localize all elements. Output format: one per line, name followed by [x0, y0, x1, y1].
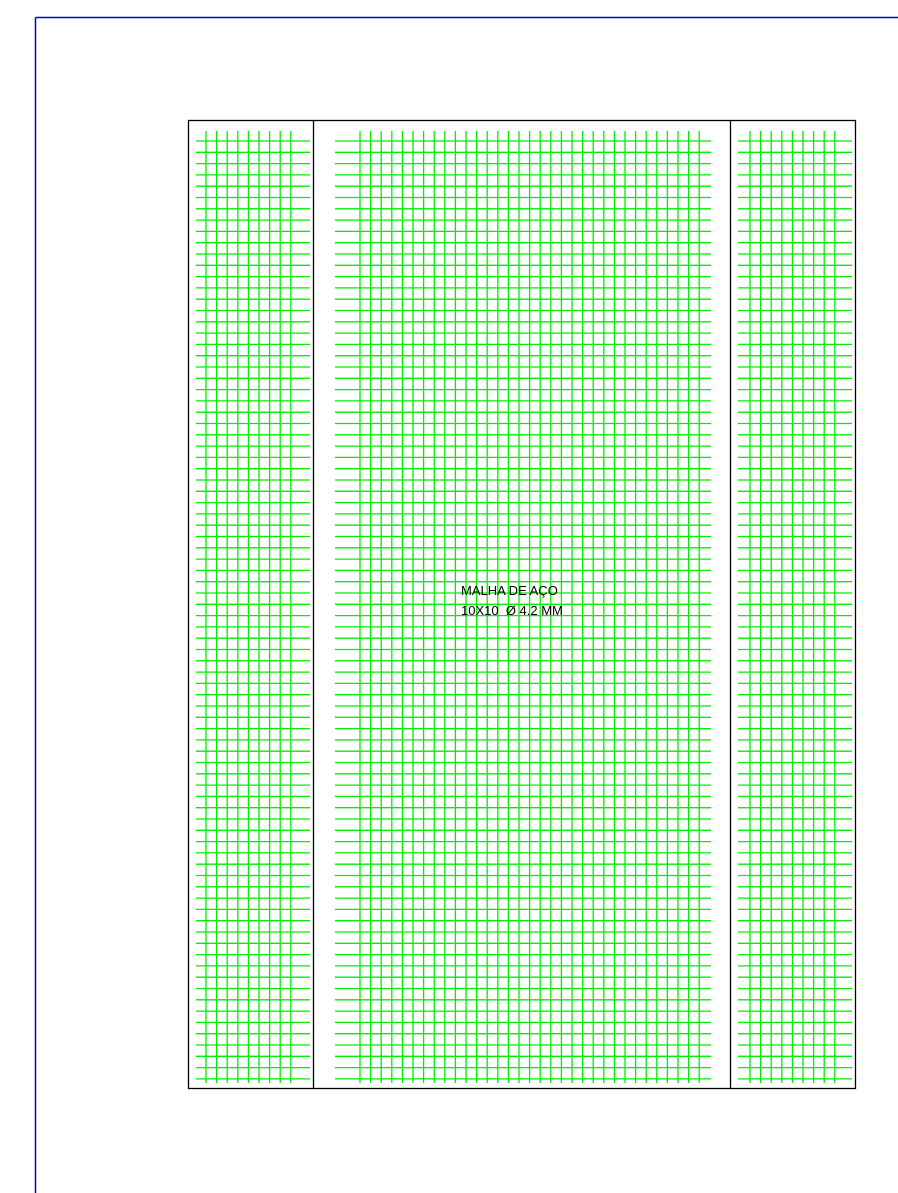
mesh-bars — [738, 131, 852, 1083]
page: MALHA DE AÇO 10X10 Ø 4.2 MM (() => { con… — [0, 0, 898, 1193]
drawing-sheet: MALHA DE AÇO 10X10 Ø 4.2 MM — [0, 0, 898, 1193]
mesh-bars — [196, 131, 310, 1083]
mesh-label: MALHA DE AÇO — [461, 583, 558, 598]
mesh-spec: 10X10 Ø 4.2 MM — [461, 603, 563, 618]
